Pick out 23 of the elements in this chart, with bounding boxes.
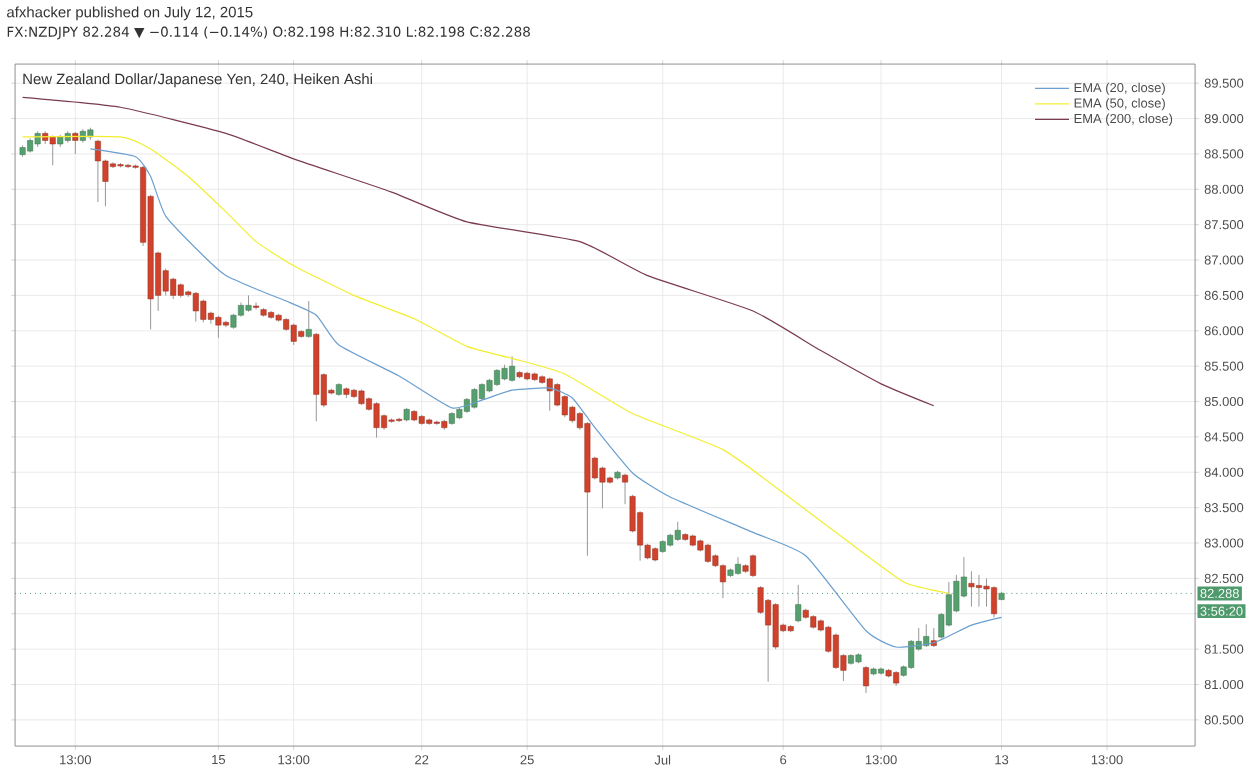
candlestick [546,377,553,412]
candlestick [396,417,403,423]
candlestick [863,665,869,694]
candlestick [923,623,930,648]
candlestick [49,135,56,166]
candlestick [968,570,975,608]
candlestick [991,585,997,618]
candlestick [735,556,741,576]
candlestick [192,291,199,323]
candlestick [125,163,131,169]
candlestick [976,574,982,608]
candlestick [719,563,726,599]
candlestick [373,401,380,439]
candlestick [509,355,516,383]
line-series [22,96,935,407]
candlestick [215,315,222,339]
candlestick [94,139,101,203]
line-series [89,148,1003,648]
candlestick [750,553,757,578]
candlestick [72,131,79,155]
candlestick [832,633,839,670]
candlestick [674,521,681,542]
candlestick [305,300,312,339]
